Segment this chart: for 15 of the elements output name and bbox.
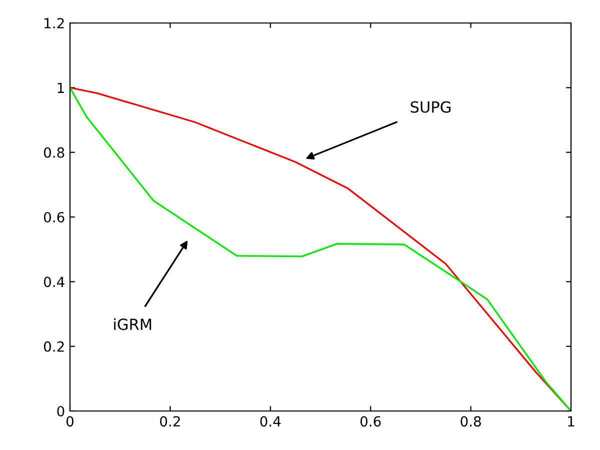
y-tick-label: 0.2 xyxy=(44,341,64,352)
y-tick-label: 0.8 xyxy=(44,147,64,158)
y-tick-label: 1.2 xyxy=(44,18,64,28)
y-tick-label: 0 xyxy=(57,406,64,416)
x-tick-label: 0.4 xyxy=(260,416,281,427)
x-tick-label: 0.8 xyxy=(460,416,481,427)
y-tick-label: 0.4 xyxy=(44,276,64,288)
x-tick-label: 0.2 xyxy=(160,416,180,427)
x-tick-label: 1 xyxy=(568,416,574,426)
x-tick-label: 0.6 xyxy=(360,416,381,427)
x-tick-label: 0 xyxy=(66,416,74,427)
y-tick-label: 1 xyxy=(58,82,64,93)
y-tick-label: 0.6 xyxy=(44,212,64,222)
annotation: iGRM xyxy=(114,318,152,330)
annotation: SUPG xyxy=(410,101,450,113)
